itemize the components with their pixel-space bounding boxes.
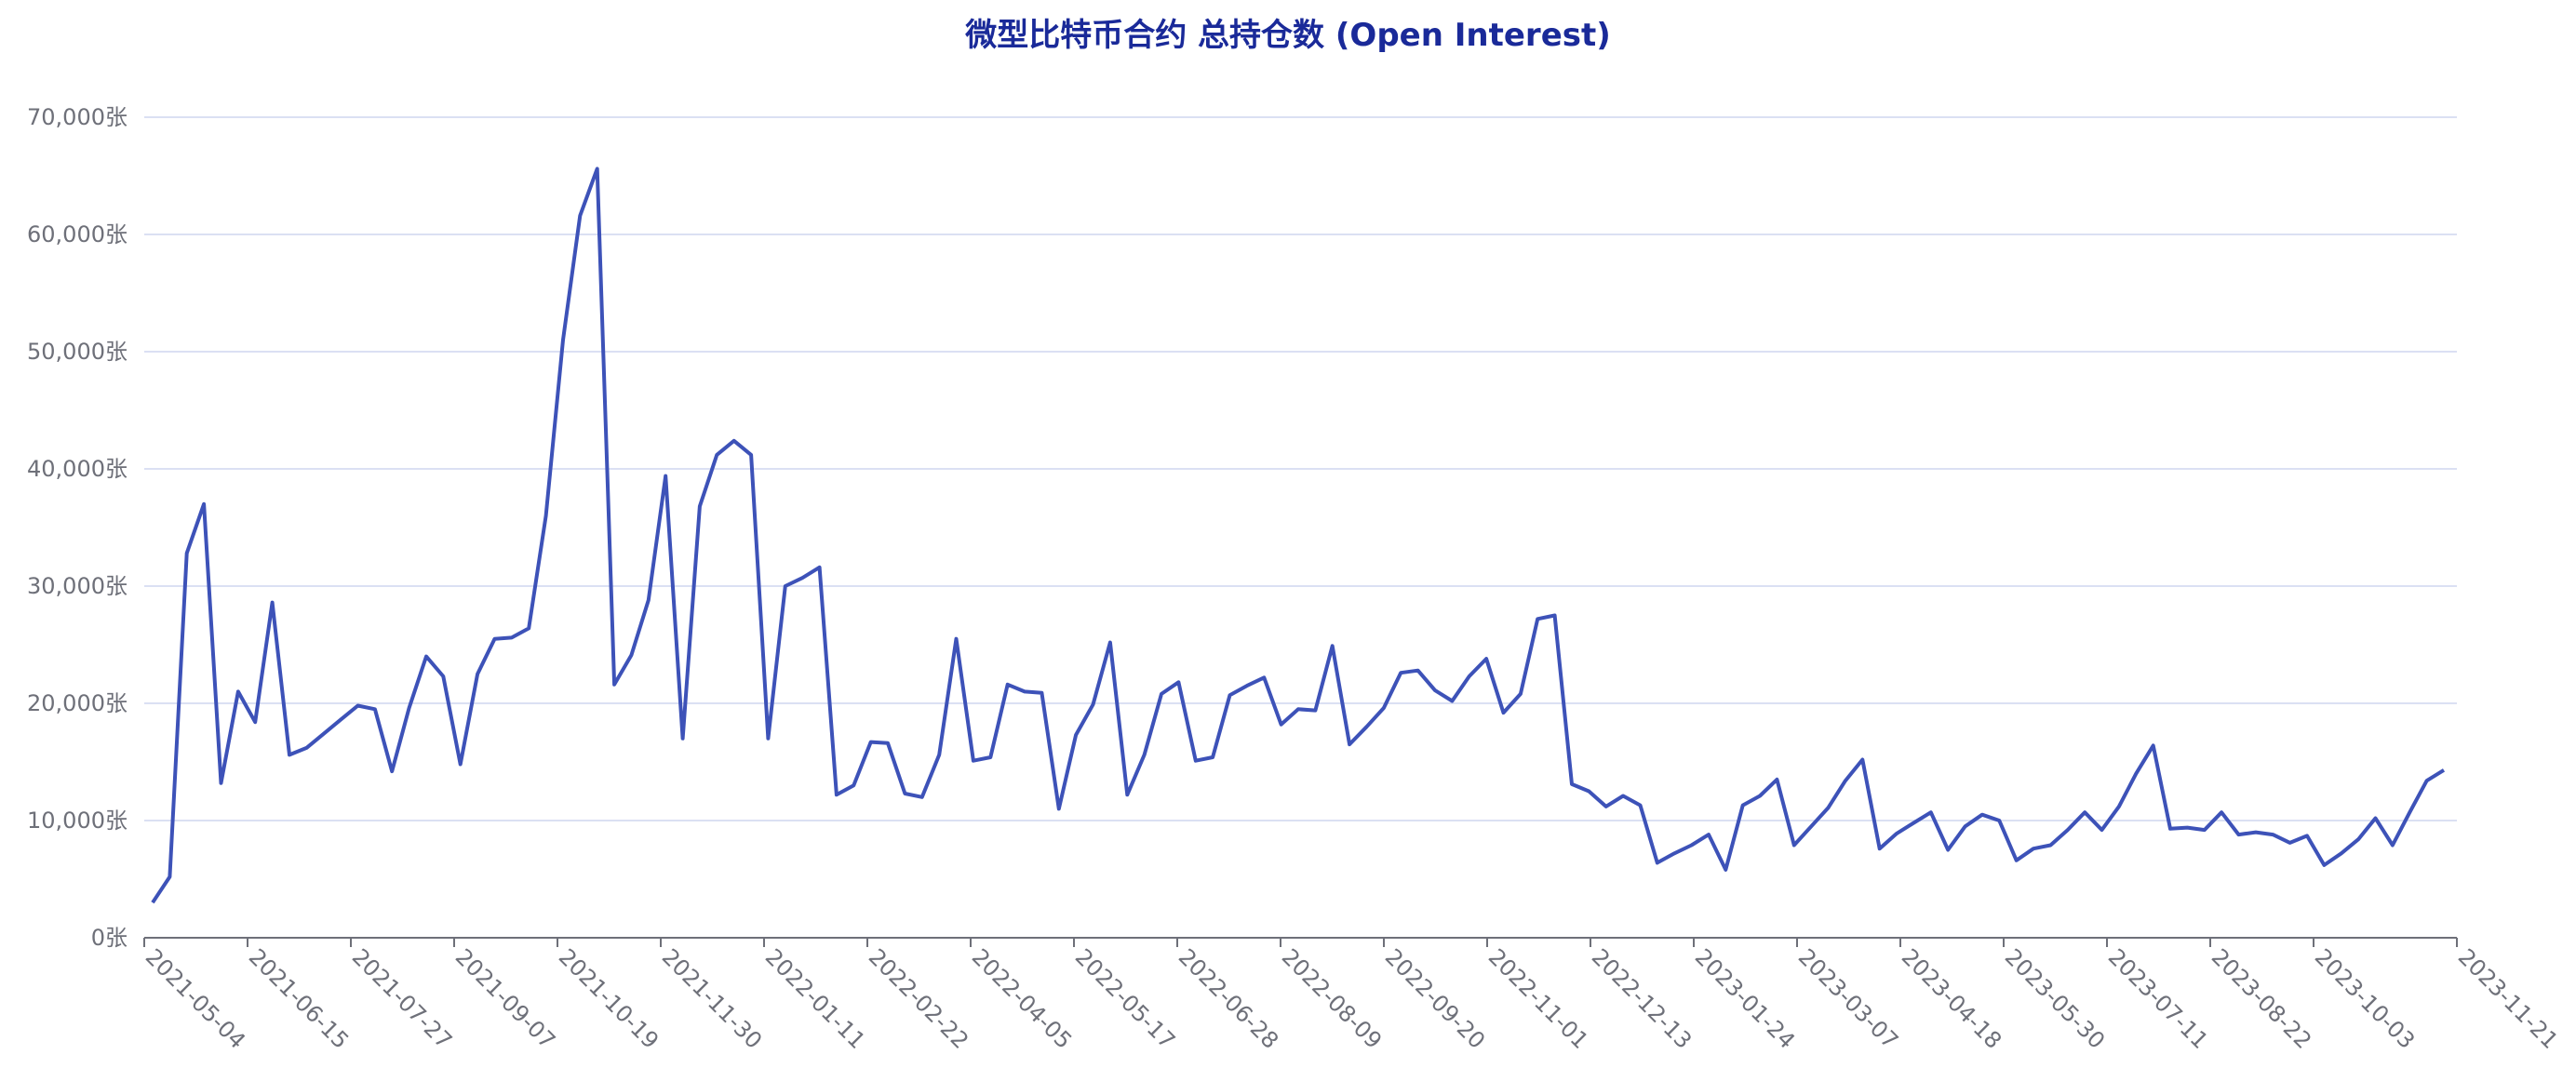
y-tick-label: 40,000张 — [27, 456, 127, 482]
y-tick-label: 20,000张 — [27, 690, 127, 716]
x-tick-label: 2022-06-28 — [1174, 943, 1283, 1053]
x-tick-label: 2022-12-13 — [1587, 943, 1697, 1053]
x-tick-label: 2021-07-27 — [347, 943, 457, 1053]
series-line — [151, 167, 2446, 904]
x-tick-label: 2022-11-01 — [1483, 943, 1593, 1053]
x-tick-label: 2023-07-11 — [2103, 943, 2213, 1053]
y-tick-label: 60,000张 — [27, 221, 127, 247]
x-tick-label: 2022-08-09 — [1277, 943, 1387, 1053]
x-tick-label: 2021-09-07 — [450, 943, 560, 1053]
x-tick-label: 2022-05-17 — [1070, 943, 1180, 1053]
x-tick-label: 2021-10-19 — [554, 943, 664, 1053]
x-tick-label: 2023-05-30 — [2000, 943, 2110, 1053]
chart-title: 微型比特币合约 总持仓数 (Open Interest) — [965, 17, 1611, 54]
x-tick-label: 2022-01-11 — [760, 943, 870, 1053]
x-tick-label: 2022-02-22 — [864, 943, 973, 1053]
x-tick-label: 2023-11-21 — [2453, 943, 2563, 1053]
x-tick-label: 2023-03-07 — [1793, 943, 1903, 1053]
y-tick-label: 30,000张 — [27, 573, 127, 599]
x-tick-label: 2023-01-24 — [1690, 943, 1800, 1053]
x-tick-label: 2023-08-22 — [2207, 943, 2316, 1053]
x-tick-label: 2021-06-15 — [244, 943, 354, 1053]
x-tick-label: 2023-10-03 — [2310, 943, 2420, 1053]
x-tick-label: 2022-04-05 — [967, 943, 1077, 1053]
x-tick-label: 2023-04-18 — [1897, 943, 2006, 1053]
x-tick-label: 2022-09-20 — [1380, 943, 1490, 1053]
x-tick-label: 2021-11-30 — [657, 943, 767, 1053]
y-tick-label: 0张 — [91, 925, 127, 951]
y-tick-label: 70,000张 — [27, 104, 127, 130]
y-tick-label: 50,000张 — [27, 339, 127, 365]
x-tick-label: 2021-05-04 — [141, 943, 250, 1053]
y-tick-label: 10,000张 — [27, 808, 127, 834]
